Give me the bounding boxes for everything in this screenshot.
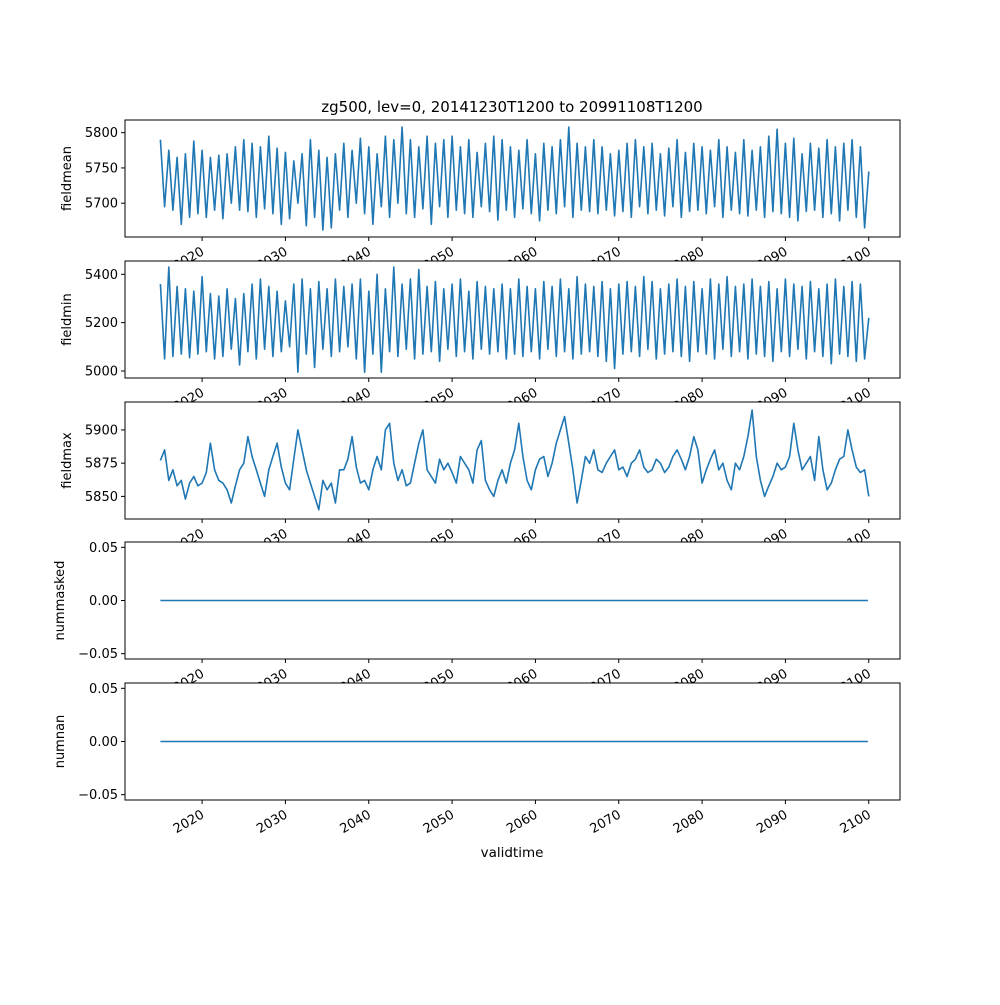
axes-frame [124, 119, 901, 238]
y-tick-label: 5875 [85, 457, 118, 472]
y-tick-label: 0.00 [89, 594, 118, 609]
y-tick-label: 0.00 [89, 735, 118, 750]
y-tick-label: 5400 [85, 268, 118, 283]
y-tick-label: 5800 [85, 126, 118, 141]
y-axis-label: fieldmin [60, 293, 75, 346]
y-tick-label: 5000 [85, 364, 118, 379]
y-tick-label: 0.05 [89, 541, 118, 556]
x-axis-label: validtime [481, 845, 544, 861]
series-line-fieldmax [159, 409, 870, 511]
y-axis-label: fieldmean [60, 146, 75, 211]
y-tick-label: 5850 [85, 490, 118, 505]
y-tick-label: 0.05 [89, 682, 118, 697]
series-line-fieldmean [159, 126, 870, 231]
y-axis-label: numnan [53, 715, 68, 769]
y-tick-label: 5700 [85, 197, 118, 212]
series-line-fieldmin [159, 266, 870, 373]
y-tick-label: −0.05 [78, 788, 118, 803]
y-tick-label: −0.05 [78, 647, 118, 662]
axes-background [125, 402, 900, 519]
y-tick-label: 5200 [85, 316, 118, 331]
axes-frame [124, 260, 901, 379]
chart-title: zg500, lev=0, 20141230T1200 to 20991108T… [321, 98, 702, 116]
y-axis-label: fieldmax [60, 432, 75, 489]
y-axis-label: nummasked [53, 561, 68, 641]
y-tick-label: 5750 [85, 161, 118, 176]
axes-frame [124, 401, 901, 520]
y-tick-label: 5900 [85, 423, 118, 438]
